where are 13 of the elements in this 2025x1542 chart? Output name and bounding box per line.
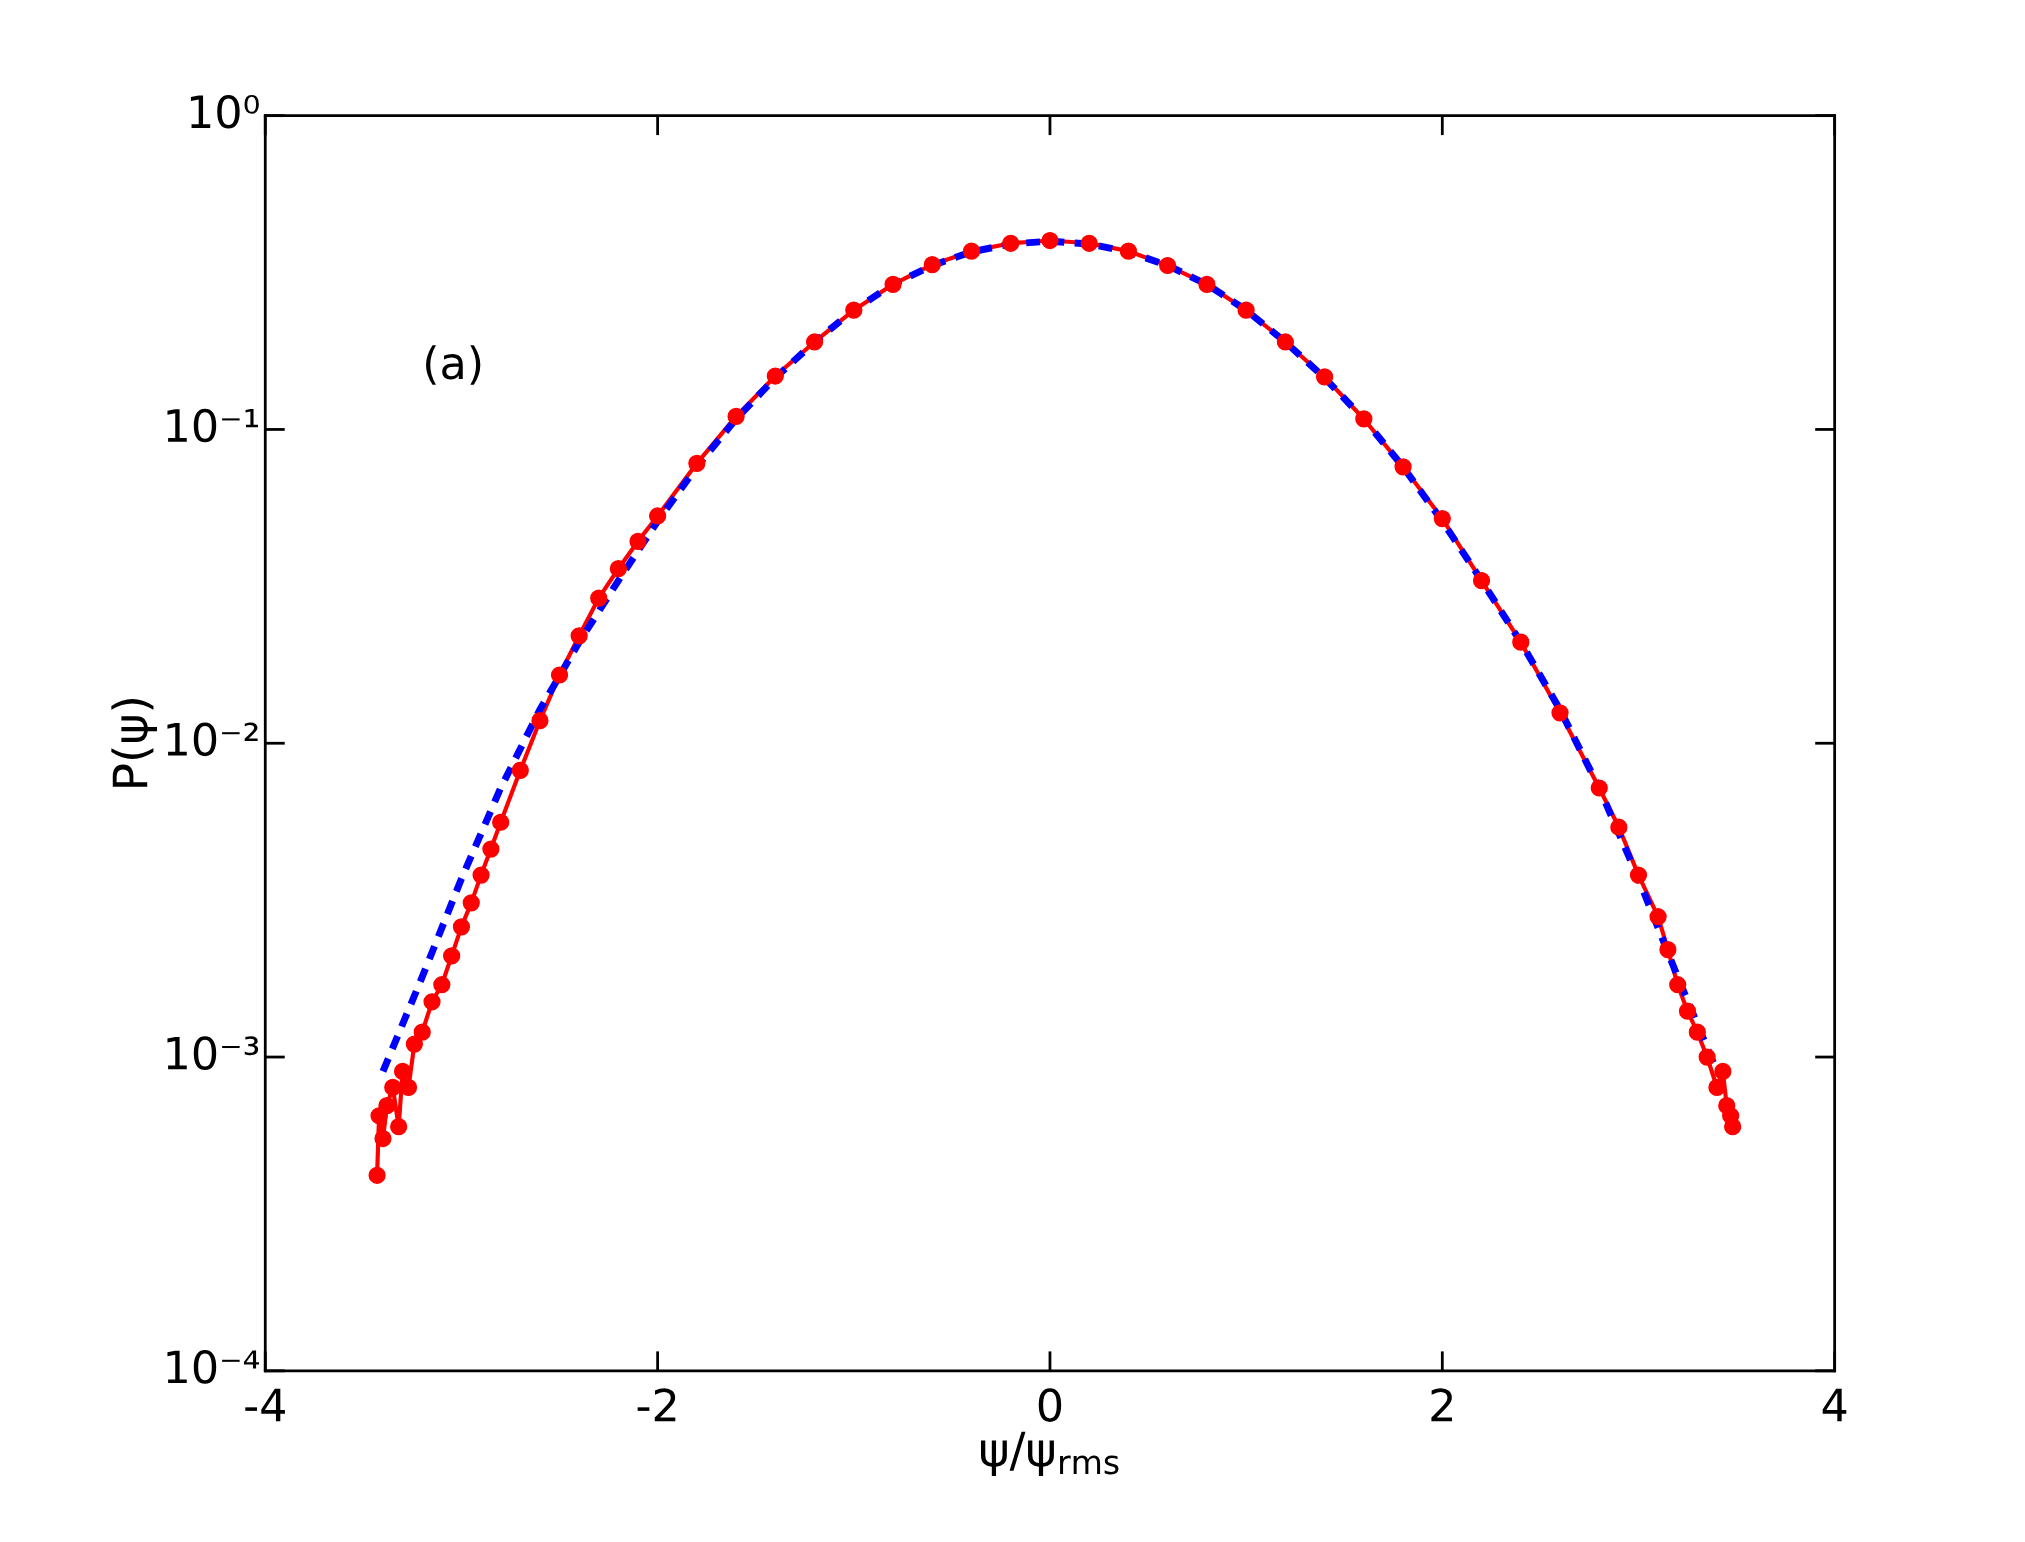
x-tick-label: 0 bbox=[1038, 1388, 1062, 1422]
y-tick-label: 10⁰ bbox=[190, 94, 259, 129]
y-tick-label: 10⁻⁴ bbox=[167, 1350, 259, 1384]
y-tick-label: 10⁻² bbox=[167, 722, 258, 757]
x-tick-label: -4 bbox=[245, 1388, 285, 1422]
x-axis-title: ψ/ψ$_{rms}$ bbox=[981, 1431, 1119, 1477]
x-tick-label: 2 bbox=[1431, 1388, 1452, 1422]
y-tick-label: 10⁻³ bbox=[167, 1036, 259, 1070]
y-tick-label: 10⁻¹ bbox=[167, 408, 258, 443]
annotation: (a) bbox=[426, 345, 481, 385]
x-tick-label: 4 bbox=[1822, 1388, 1847, 1422]
x-tick-label: -2 bbox=[637, 1388, 676, 1422]
y-axis-title: P(ψ) bbox=[111, 699, 158, 787]
